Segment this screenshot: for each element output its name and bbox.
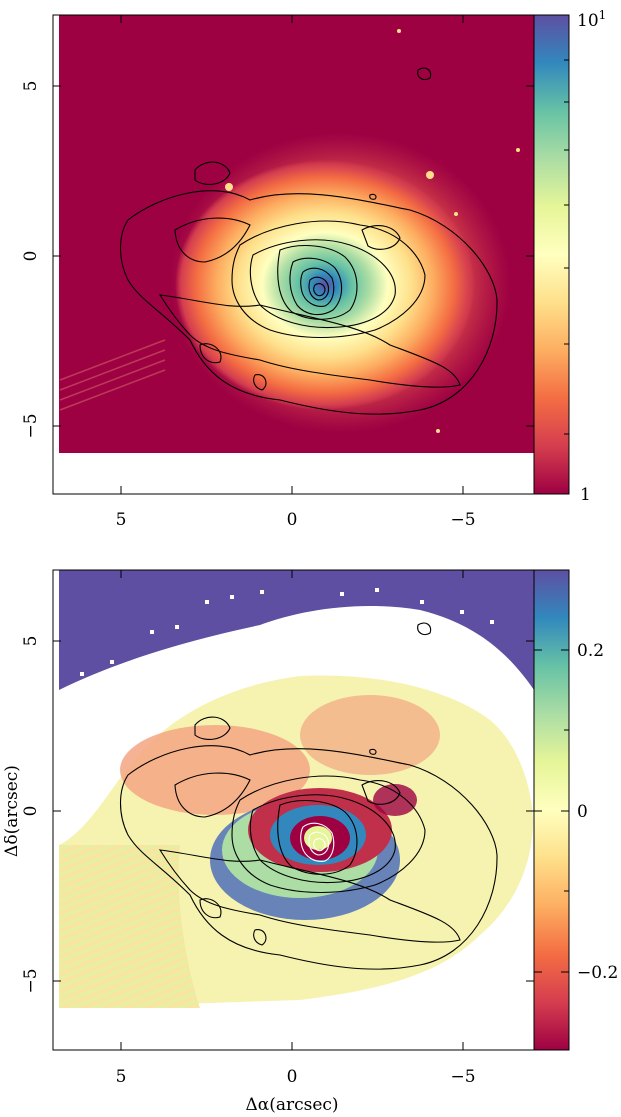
top-x-tick-label: 0 (287, 510, 298, 530)
top-image (53, 15, 534, 494)
top-point-sources (225, 29, 520, 433)
top-y-tick-label: 0 (21, 251, 41, 262)
bottom-colorbar: 0.2 0 −0.2 (533, 569, 618, 1051)
bottom-y-tick-label: −5 (21, 968, 41, 993)
top-colorbar-label-max: 101 (577, 8, 606, 31)
top-emission (175, 160, 475, 410)
top-x-tick-label: −5 (450, 510, 475, 530)
y-axis-title: Δδ(arcsec) (2, 765, 22, 857)
bottom-x-tick-labels: 5 0 −5 (116, 1067, 476, 1087)
top-blank-region (53, 453, 534, 494)
x-axis-title: Δα(arcsec) (245, 1095, 338, 1115)
top-y-tick-label: 5 (21, 81, 41, 92)
bottom-panel: 5 0 −5 5 0 −5 Δα(arcsec) Δδ(arcsec) 0.2 … (2, 569, 618, 1115)
bottom-blank-region (53, 1008, 534, 1050)
bottom-speckle (80, 588, 494, 676)
bottom-colorbar-tick-label: −0.2 (577, 963, 618, 983)
top-x-tick-labels: 5 0 −5 (116, 510, 476, 530)
bottom-x-tick-label: 5 (116, 1067, 127, 1087)
bottom-orange-arc (120, 725, 310, 815)
top-panel: 5 0 −5 5 0 −5 101 1 (21, 8, 606, 530)
bottom-contours (120, 622, 498, 970)
bottom-colorbar-tick-label: 0.2 (577, 641, 604, 661)
top-contours (120, 67, 498, 415)
top-x-tick-label: 5 (116, 510, 127, 530)
bottom-y-tick-label: 0 (21, 806, 41, 817)
top-colorbar-label-min: 1 (580, 485, 591, 505)
top-colorbar: 101 1 (533, 8, 606, 505)
bottom-y-tick-labels: 5 0 −5 (21, 636, 41, 994)
bottom-streak-region (59, 845, 200, 1008)
bottom-colorbar-gradient (534, 570, 569, 1050)
bottom-colorbar-tick-label: 0 (577, 802, 588, 822)
bottom-y-tick-label: 5 (21, 636, 41, 647)
bottom-ticks (53, 570, 534, 1050)
bottom-orange-arc (300, 695, 440, 775)
bottom-image (53, 570, 534, 1050)
bottom-x-tick-label: −5 (450, 1067, 475, 1087)
top-y-tick-labels: 5 0 −5 (21, 81, 41, 439)
bottom-sky-region (59, 570, 534, 690)
top-colorbar-gradient (534, 15, 569, 494)
bottom-x-tick-label: 0 (287, 1067, 298, 1087)
top-diffraction-streaks (59, 339, 166, 411)
top-y-tick-label: −5 (21, 413, 41, 438)
top-ticks (53, 15, 534, 494)
